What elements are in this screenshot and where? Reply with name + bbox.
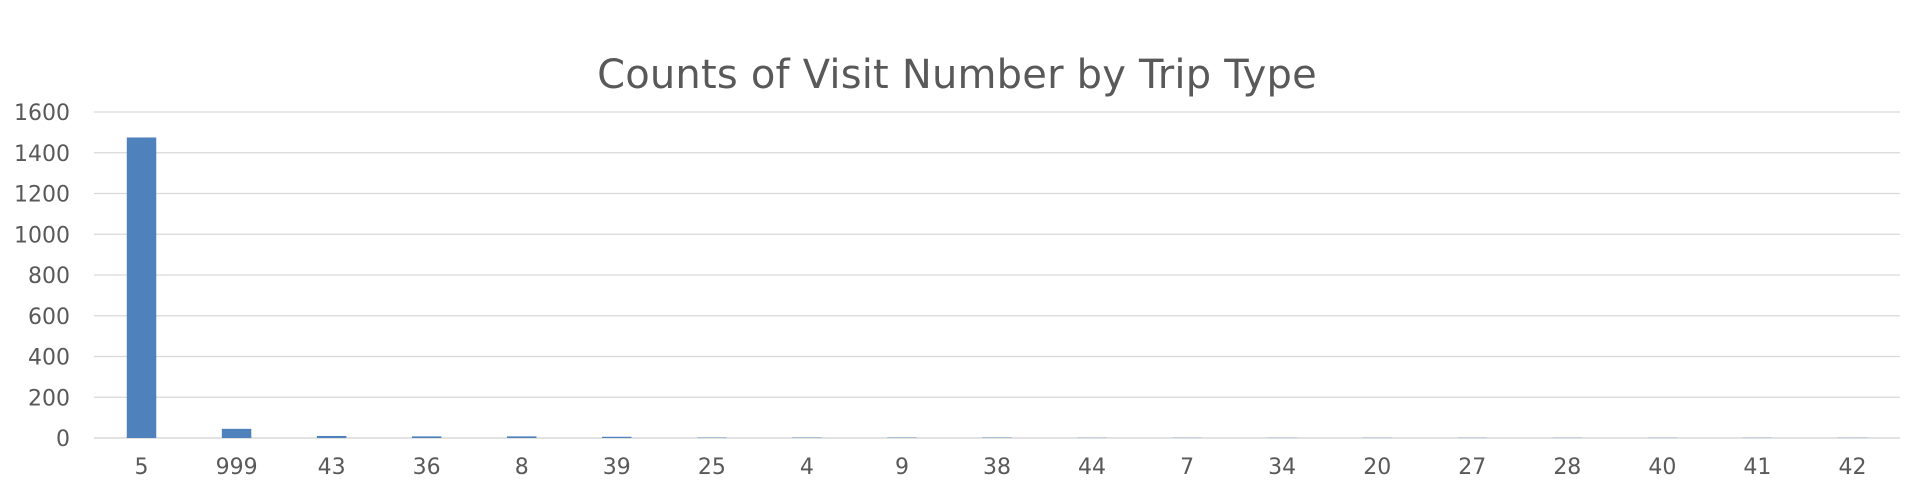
y-tick-label: 1400 (14, 142, 70, 167)
x-tick-label: 40 (1648, 455, 1676, 480)
x-tick-label: 34 (1268, 455, 1296, 480)
x-tick-label: 9 (895, 455, 909, 480)
bar-8 (507, 436, 537, 438)
y-tick-label: 600 (28, 305, 70, 330)
chart-title: Counts of Visit Number by Trip Type (597, 52, 1317, 98)
x-tick-label: 41 (1743, 455, 1771, 480)
x-tick-label: 28 (1553, 455, 1581, 480)
x-tick-label: 39 (603, 455, 631, 480)
bar-5 (126, 137, 157, 438)
x-tick-label: 27 (1458, 455, 1486, 480)
x-tick-label: 7 (1180, 455, 1194, 480)
bar-39 (602, 436, 632, 438)
x-tick-label: 4 (800, 455, 814, 480)
bars (126, 137, 1868, 438)
y-tick-label: 200 (28, 386, 70, 411)
x-axis-ticks: 5 999 43 36 8 39 25 4 9 38 44 7 34 20 27 28 40 41 42 (135, 455, 1867, 480)
bar-999 (221, 428, 252, 438)
x-tick-label: 5 (135, 455, 149, 480)
x-tick-label: 36 (413, 455, 441, 480)
y-tick-label: 1200 (14, 183, 70, 208)
x-tick-label: 42 (1838, 455, 1866, 480)
bar-43 (316, 435, 347, 438)
x-tick-label: 38 (983, 455, 1011, 480)
y-axis-ticks: 0 200 400 600 800 1000 1200 1400 1600 (14, 101, 70, 452)
y-tick-label: 400 (28, 346, 70, 371)
x-tick-label: 999 (216, 455, 258, 480)
x-tick-label: 8 (515, 455, 529, 480)
bar-36 (411, 436, 442, 438)
x-tick-label: 43 (318, 455, 346, 480)
x-tick-label: 20 (1363, 455, 1391, 480)
y-tick-label: 1600 (14, 101, 70, 126)
x-tick-label: 25 (698, 455, 726, 480)
y-tick-label: 1000 (14, 223, 70, 248)
y-tick-label: 800 (28, 264, 70, 289)
y-tick-label: 0 (56, 427, 70, 452)
x-tick-label: 44 (1078, 455, 1106, 480)
gridlines (94, 111, 1900, 439)
